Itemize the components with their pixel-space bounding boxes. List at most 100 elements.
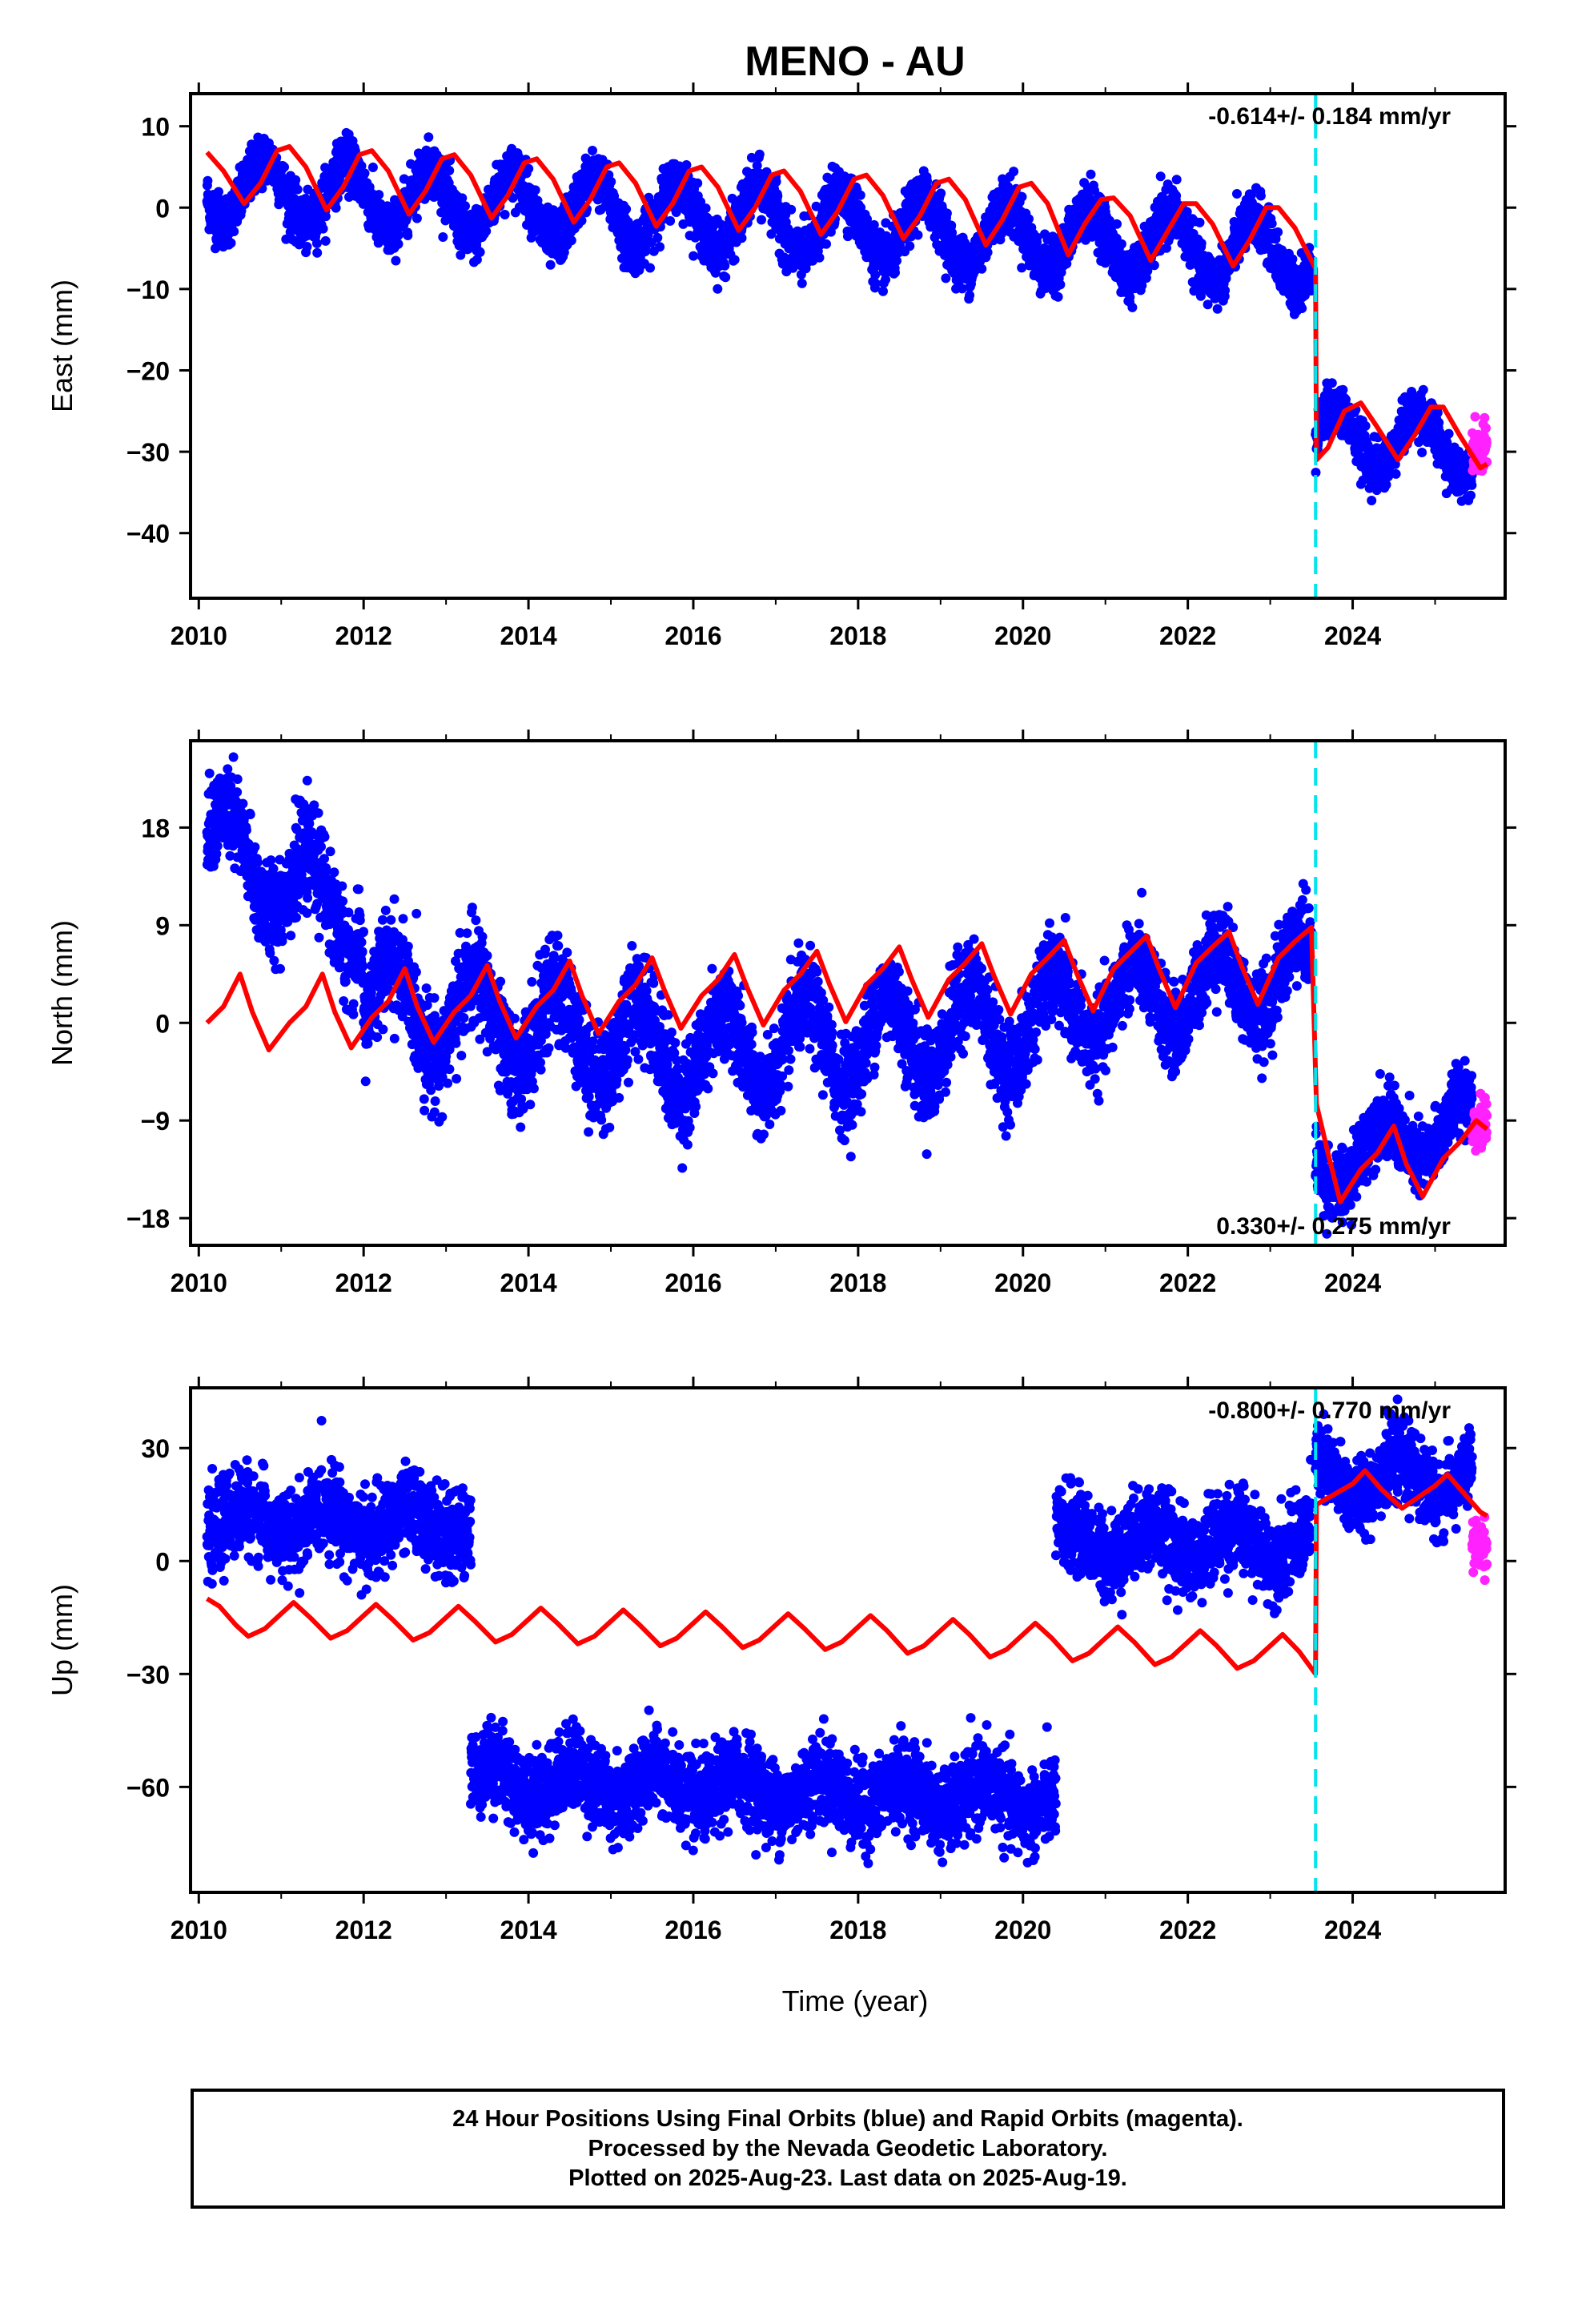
- final-orbit-point: [211, 243, 220, 254]
- final-orbit-point: [922, 175, 932, 186]
- final-orbit-point: [1195, 291, 1206, 301]
- final-orbit-point: [588, 146, 597, 155]
- east-panel: 2010 2012 2014 2016 2018 2020 2022 2024100−10−2…: [46, 82, 1516, 650]
- final-orbit-point: [1112, 219, 1122, 229]
- final-orbit-point: [1137, 280, 1147, 291]
- final-orbit-point: [412, 213, 422, 223]
- final-orbit-point: [1017, 191, 1027, 202]
- final-orbit-point: [843, 231, 853, 242]
- chart-title: MENO - AU: [745, 38, 965, 85]
- final-orbit-point: [331, 203, 341, 213]
- final-orbit-point: [1055, 279, 1066, 290]
- final-orbit-point: [773, 191, 783, 201]
- final-orbit-point: [320, 211, 331, 222]
- final-orbit-point: [1047, 231, 1058, 242]
- final-orbit-point: [696, 197, 706, 207]
- final-orbit-point: [721, 272, 731, 283]
- final-orbit-point: [566, 235, 576, 246]
- final-orbit-point: [720, 260, 730, 271]
- final-orbit-point: [936, 188, 946, 199]
- final-orbit-point: [870, 278, 881, 288]
- final-orbit-point: [869, 219, 879, 230]
- final-orbit-point: [374, 190, 384, 200]
- final-orbit-point: [890, 267, 900, 278]
- final-orbit-point: [391, 255, 401, 266]
- final-orbit-point: [1149, 260, 1159, 271]
- final-orbit-point: [1196, 238, 1207, 248]
- final-orbit-point: [757, 215, 766, 225]
- final-orbit-point: [1032, 232, 1042, 243]
- final-orbit-point: [1017, 263, 1027, 273]
- final-orbit-point: [982, 247, 993, 258]
- final-orbit-point: [965, 290, 975, 300]
- final-orbit-point: [746, 152, 757, 163]
- final-orbit-point: [424, 132, 434, 143]
- final-orbit-point: [472, 255, 482, 265]
- final-orbit-point: [356, 161, 367, 171]
- final-orbit-point: [977, 263, 987, 274]
- final-orbit-point: [1171, 175, 1182, 185]
- east-plot-area: [202, 94, 1492, 598]
- final-orbit-point: [729, 255, 740, 265]
- final-orbit-point: [530, 185, 540, 195]
- final-orbit-point: [1171, 191, 1182, 201]
- final-orbit-point: [279, 162, 289, 172]
- final-orbit-point: [1053, 292, 1063, 302]
- final-orbit-point: [203, 175, 213, 186]
- final-orbit-point: [1273, 227, 1283, 237]
- final-orbit-point: [367, 163, 378, 172]
- final-orbit-point: [681, 160, 692, 170]
- final-orbit-point: [870, 270, 881, 280]
- final-orbit-point: [1297, 304, 1307, 313]
- final-orbit-point: [229, 227, 239, 236]
- final-orbit-point: [957, 283, 967, 294]
- final-orbit-point: [500, 210, 510, 219]
- final-orbit-point: [460, 201, 470, 211]
- final-orbit-point: [481, 226, 492, 236]
- final-orbit-point: [1024, 214, 1034, 224]
- final-orbit-point: [761, 167, 772, 177]
- final-orbit-point: [1221, 273, 1231, 283]
- final-orbit-point: [708, 223, 718, 233]
- final-orbit-point: [438, 232, 448, 242]
- final-orbit-point: [1255, 191, 1266, 201]
- final-orbit-point: [655, 242, 665, 252]
- final-orbit-point: [1203, 300, 1213, 310]
- final-orbit-point: [1125, 292, 1135, 302]
- final-orbit-point: [693, 178, 703, 188]
- final-orbit-point: [652, 232, 663, 243]
- final-orbit-point: [1141, 273, 1151, 283]
- final-orbit-point: [892, 255, 901, 266]
- final-orbit-point: [645, 263, 655, 273]
- final-orbit-point: [797, 278, 807, 288]
- final-orbit-point: [942, 208, 952, 219]
- final-orbit-point: [1189, 286, 1199, 296]
- final-orbit-point: [1212, 304, 1223, 314]
- final-orbit-point: [1327, 378, 1337, 388]
- final-orbit-point: [701, 203, 711, 214]
- final-orbit-point: [226, 238, 236, 248]
- final-orbit-point: [463, 243, 473, 254]
- final-orbit-point: [1182, 207, 1192, 217]
- final-orbit-point: [689, 251, 699, 261]
- final-orbit-point: [821, 239, 831, 249]
- final-orbit-point: [214, 187, 223, 197]
- final-orbit-point: [312, 247, 323, 258]
- final-orbit-point: [302, 242, 312, 251]
- final-orbit-point: [1104, 215, 1114, 226]
- final-orbit-point: [713, 283, 723, 294]
- final-orbit-point: [621, 204, 632, 215]
- final-orbit-point: [855, 190, 865, 200]
- final-orbit-point: [475, 247, 485, 257]
- final-orbit-point: [752, 160, 762, 171]
- final-orbit-point: [878, 286, 888, 296]
- final-orbit-point: [737, 233, 747, 243]
- final-orbit-point: [1220, 285, 1231, 296]
- final-orbit-point: [1232, 189, 1242, 199]
- final-orbit-point: [513, 151, 524, 162]
- final-orbit-point: [941, 273, 951, 283]
- panels-group: 2010 2012 2014 2016 2018 2020 2022 2024100−10−2…: [46, 82, 1516, 1944]
- final-orbit-point: [814, 252, 825, 263]
- final-orbit-point: [786, 204, 797, 215]
